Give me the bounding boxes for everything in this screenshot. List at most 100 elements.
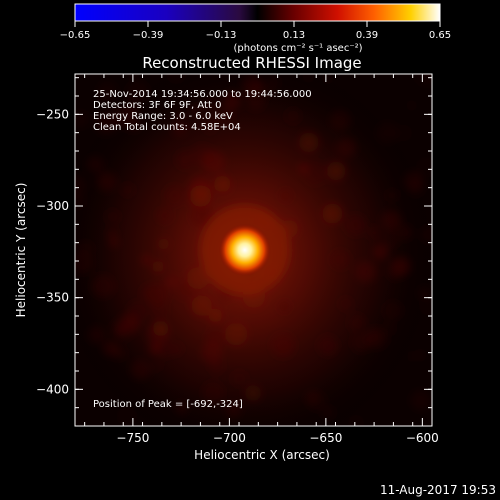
residual-blob (172, 121, 187, 136)
residual-blob (318, 335, 338, 356)
residual-blob (280, 189, 292, 202)
residual-blob (306, 390, 327, 412)
y-axis-label: Heliocentric Y (arcsec) (14, 183, 28, 318)
colorbar-tick-label: −0.39 (133, 30, 164, 41)
x-axis-label: Heliocentric X (arcsec) (194, 448, 330, 462)
residual-blob (116, 405, 138, 426)
residual-blob (419, 225, 432, 244)
residual-blob (347, 314, 367, 333)
residual-blob (351, 332, 372, 353)
residual-blob (417, 286, 431, 300)
y-tick-label: −300 (36, 199, 69, 213)
residual-blob (326, 161, 346, 181)
residual-blob (297, 162, 309, 174)
residual-blob (284, 107, 302, 125)
x-tick-label: −600 (406, 431, 439, 445)
residual-blob (347, 414, 365, 426)
residual-blob (157, 208, 172, 223)
residual-blob (120, 182, 135, 198)
residual-blob (224, 322, 248, 346)
residual-blob (157, 238, 170, 250)
plot-frame (74, 73, 433, 427)
residual-blob (91, 274, 115, 298)
residual-blob (329, 110, 351, 131)
residual-blob (265, 74, 281, 90)
residual-blob (190, 104, 203, 118)
residual-blob (186, 267, 209, 290)
residual-blob (225, 402, 242, 419)
residual-blob (126, 79, 150, 104)
residual-blob (336, 137, 357, 158)
residual-blob (130, 359, 151, 380)
y-tick-label: −250 (36, 107, 69, 121)
residual-blob (76, 240, 95, 258)
residual-blob (201, 341, 223, 363)
residual-blob (191, 295, 212, 316)
residual-blob (141, 254, 152, 265)
residual-blob (204, 99, 218, 113)
residual-blob (214, 175, 231, 193)
residual-blob (203, 119, 217, 134)
residual-blob (151, 260, 165, 273)
colorbar-ticks: −0.65 −0.39 −0.13 0.13 0.39 0.65 (60, 21, 451, 41)
residual-blob (171, 343, 183, 355)
residual-blob (201, 381, 224, 404)
residual-blob (87, 326, 106, 344)
residual-blob (208, 308, 223, 323)
residual-blob (331, 250, 350, 269)
residual-blob (261, 86, 275, 99)
residual-blob (140, 285, 155, 300)
energy-range-label: Energy Range: 3.0 - 6.0 keV (93, 111, 233, 122)
residual-blob (191, 205, 214, 228)
residual-blob (111, 317, 135, 341)
residual-blob (108, 237, 119, 248)
residual-blob (86, 155, 104, 174)
residual-blob (321, 74, 334, 85)
y-tick-label: −400 (36, 382, 69, 396)
colorbar-tick-label: −0.13 (206, 30, 237, 41)
residual-blob (75, 192, 86, 209)
residual-blob (385, 188, 399, 202)
colorbar-tick-label: 0.39 (356, 30, 378, 41)
residual-blob (381, 230, 400, 249)
y-axis-ticks: −250 −300 −350 −400 (36, 77, 432, 427)
x-tick-label: −700 (213, 431, 246, 445)
residual-blob (339, 297, 353, 311)
detectors-label: Detectors: 3F 6F 9F, Att 0 (93, 100, 221, 111)
residual-blob (381, 210, 402, 231)
residual-blob (176, 150, 195, 169)
colorbar-tick-label: 0.13 (283, 30, 305, 41)
residual-blob (189, 185, 212, 207)
residual-blob (152, 320, 169, 337)
residual-blob (372, 243, 389, 260)
residual-blob (244, 384, 262, 402)
peak-position-label: Position of Peak = [-692,-324] (93, 399, 243, 410)
y-tick-label: −350 (36, 291, 69, 305)
colorbar-tick-label: −0.65 (60, 30, 91, 41)
heatmap-image (75, 74, 432, 426)
residual-blob (302, 74, 315, 83)
colorbar-gradient (74, 3, 441, 22)
residual-blob (418, 296, 432, 316)
residual-blob (128, 74, 140, 80)
residual-blob (322, 203, 343, 224)
residual-blob (278, 300, 291, 313)
colorbar-unit-label: (photons cm⁻² s⁻¹ asec⁻²) (233, 43, 362, 54)
residual-blob (223, 91, 242, 110)
residual-blob (106, 228, 118, 240)
residual-blob (151, 361, 163, 372)
residual-blob (396, 224, 414, 241)
residual-blob (165, 275, 179, 289)
residual-blob (415, 156, 432, 178)
colorbar: −0.65 −0.39 −0.13 0.13 0.39 0.65 (photons cm⁻… (60, 3, 451, 54)
residual-blob (96, 171, 117, 192)
residual-blob (230, 370, 248, 388)
x-tick-label: −650 (309, 431, 342, 445)
residual-blob (215, 104, 235, 124)
observation-info: 25-Nov-2014 19:34:56.000 to 19:44:56.000… (93, 89, 312, 133)
residual-blob (75, 252, 94, 274)
colorbar-tick-label: 0.65 (429, 30, 451, 41)
residual-blob (406, 99, 418, 112)
residual-blob (345, 214, 367, 236)
residual-blob (75, 111, 89, 129)
